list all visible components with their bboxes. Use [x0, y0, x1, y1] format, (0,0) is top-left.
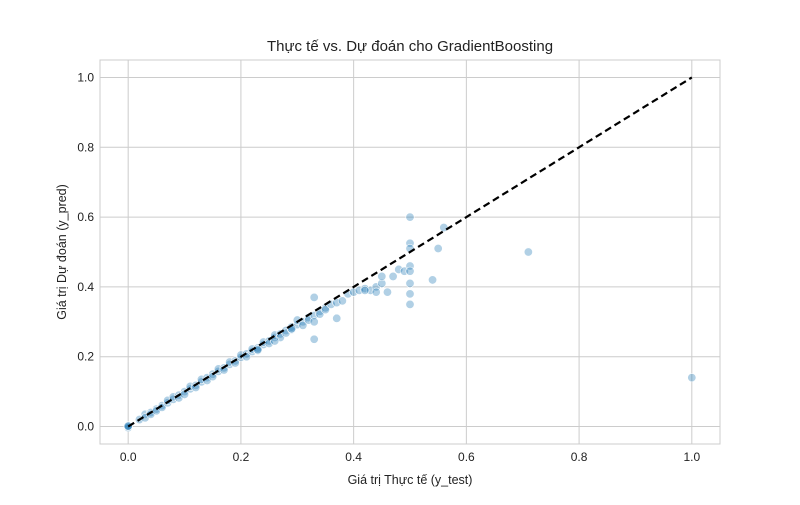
data-point [337, 296, 347, 306]
x-tick-label: 0.2 [233, 450, 250, 464]
data-point [405, 289, 415, 299]
data-point [377, 278, 387, 288]
x-tick-label: 0.8 [571, 450, 588, 464]
y-tick-label: 0.4 [77, 280, 94, 294]
grid-lines [100, 60, 720, 444]
y-axis-label: Giá trị Dự đoán (y_pred) [55, 184, 69, 320]
x-tick-label: 0.0 [120, 450, 137, 464]
data-point [405, 299, 415, 309]
y-tick-label: 0.8 [77, 140, 94, 154]
data-point [394, 264, 404, 274]
data-point [523, 247, 533, 257]
reference-line-layer [127, 76, 693, 428]
data-point [405, 266, 415, 276]
data-point [433, 244, 443, 254]
data-point [332, 313, 342, 323]
data-point [309, 334, 319, 344]
data-point [428, 275, 438, 285]
data-point [371, 282, 381, 292]
data-points [123, 212, 697, 433]
x-tick-label: 0.4 [345, 450, 362, 464]
data-point [309, 292, 319, 302]
y-tick-label: 0.2 [77, 350, 94, 364]
plot-frame [99, 59, 721, 445]
chart-title: Thực tế vs. Dự đoán cho GradientBoosting [267, 38, 553, 55]
data-point [309, 317, 319, 327]
x-tick-label: 1.0 [683, 450, 700, 464]
tick-labels: 0.0 0.2 0.4 0.6 0.8 1.0 0.0 0.2 0.4 0.6 0.8 1.0 [77, 70, 700, 464]
data-point [405, 261, 415, 271]
data-point [360, 285, 370, 295]
data-point [377, 271, 387, 281]
data-point [405, 212, 415, 222]
y-tick-label: 0.0 [77, 420, 94, 434]
data-point [382, 287, 392, 297]
data-point [687, 373, 697, 383]
y-tick-label: 1.0 [77, 70, 94, 84]
data-point [298, 320, 308, 330]
reference-line [127, 76, 693, 428]
data-point [405, 238, 415, 248]
data-point [405, 278, 415, 288]
data-point [371, 287, 381, 297]
x-axis-label: Giá trị Thực tế (y_test) [348, 473, 473, 487]
y-tick-label: 0.6 [77, 210, 94, 224]
x-tick-label: 0.6 [458, 450, 475, 464]
data-point [388, 271, 398, 281]
